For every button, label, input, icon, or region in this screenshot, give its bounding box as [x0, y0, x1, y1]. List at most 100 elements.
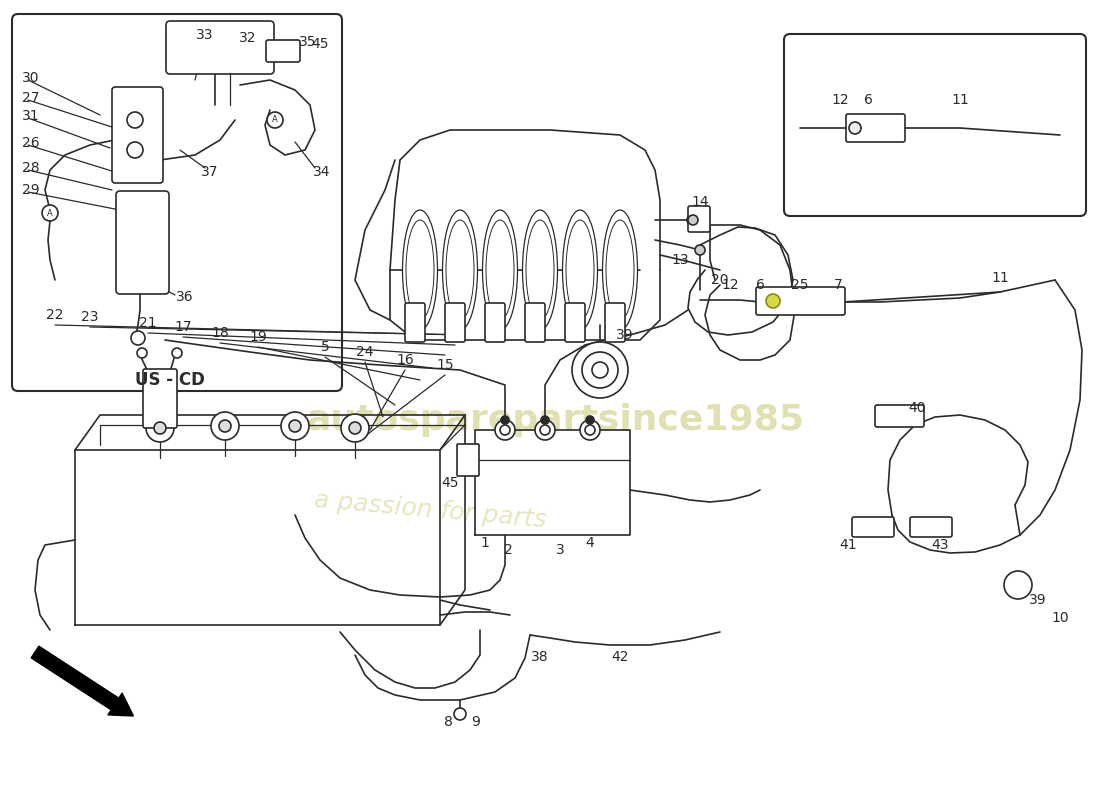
Circle shape: [849, 122, 861, 134]
FancyBboxPatch shape: [12, 14, 342, 391]
Circle shape: [582, 352, 618, 388]
Circle shape: [495, 420, 515, 440]
Text: 34: 34: [314, 165, 331, 179]
Circle shape: [586, 416, 594, 424]
Ellipse shape: [403, 210, 438, 330]
Text: 7: 7: [834, 278, 843, 292]
Circle shape: [349, 422, 361, 434]
Ellipse shape: [442, 210, 477, 330]
Text: 5: 5: [320, 340, 329, 354]
Circle shape: [138, 348, 147, 358]
Circle shape: [695, 245, 705, 255]
FancyBboxPatch shape: [112, 87, 163, 183]
Circle shape: [131, 331, 145, 345]
FancyBboxPatch shape: [852, 517, 894, 537]
Text: 17: 17: [174, 320, 191, 334]
Circle shape: [289, 420, 301, 432]
Text: 37: 37: [201, 165, 219, 179]
Text: 20: 20: [712, 273, 728, 287]
Text: 24: 24: [356, 345, 374, 359]
Circle shape: [500, 416, 509, 424]
FancyBboxPatch shape: [166, 21, 274, 74]
Circle shape: [280, 412, 309, 440]
Text: 38: 38: [531, 650, 549, 664]
Text: 16: 16: [396, 353, 414, 367]
Circle shape: [540, 425, 550, 435]
Circle shape: [585, 425, 595, 435]
Text: 27: 27: [22, 91, 40, 105]
FancyBboxPatch shape: [525, 303, 544, 342]
Text: 13: 13: [671, 253, 689, 267]
FancyBboxPatch shape: [874, 405, 924, 427]
Circle shape: [688, 215, 698, 225]
Text: 25: 25: [791, 278, 808, 292]
FancyBboxPatch shape: [565, 303, 585, 342]
Text: a passion for parts: a passion for parts: [312, 488, 547, 532]
Text: 45: 45: [441, 476, 459, 490]
FancyBboxPatch shape: [756, 287, 845, 315]
FancyBboxPatch shape: [456, 444, 478, 476]
Circle shape: [1004, 571, 1032, 599]
Circle shape: [172, 348, 182, 358]
Ellipse shape: [522, 210, 558, 330]
Text: 2: 2: [504, 543, 513, 557]
Circle shape: [541, 416, 549, 424]
Text: 41: 41: [839, 538, 857, 552]
FancyBboxPatch shape: [405, 303, 425, 342]
Text: 26: 26: [22, 136, 40, 150]
Text: 21: 21: [140, 316, 157, 330]
Text: 32: 32: [240, 31, 256, 45]
Text: 11: 11: [952, 93, 969, 107]
Text: 23: 23: [81, 310, 99, 324]
Ellipse shape: [446, 220, 474, 320]
Text: 29: 29: [22, 183, 40, 197]
Text: 3: 3: [556, 543, 564, 557]
Text: 39: 39: [1030, 593, 1047, 607]
Text: 4: 4: [585, 536, 594, 550]
Circle shape: [580, 420, 600, 440]
Circle shape: [688, 214, 698, 226]
Text: 42: 42: [612, 650, 629, 664]
Text: 43: 43: [932, 538, 948, 552]
Text: 18: 18: [211, 326, 229, 340]
Text: 15: 15: [437, 358, 454, 372]
Text: 39: 39: [616, 328, 634, 342]
FancyBboxPatch shape: [485, 303, 505, 342]
Text: 12: 12: [832, 93, 849, 107]
Circle shape: [267, 112, 283, 128]
Ellipse shape: [486, 220, 514, 320]
Circle shape: [592, 362, 608, 378]
Circle shape: [42, 205, 58, 221]
Text: 22: 22: [46, 308, 64, 322]
Text: 30: 30: [22, 71, 40, 85]
FancyBboxPatch shape: [605, 303, 625, 342]
FancyBboxPatch shape: [910, 517, 952, 537]
FancyBboxPatch shape: [784, 34, 1086, 216]
Text: 14: 14: [691, 195, 708, 209]
Circle shape: [146, 414, 174, 442]
Text: autosparepartsince1985: autosparepartsince1985: [306, 403, 804, 437]
FancyBboxPatch shape: [446, 303, 465, 342]
FancyBboxPatch shape: [266, 40, 300, 62]
Text: A: A: [272, 115, 278, 125]
Text: A: A: [47, 209, 53, 218]
Circle shape: [126, 142, 143, 158]
FancyBboxPatch shape: [846, 114, 905, 142]
Circle shape: [454, 708, 466, 720]
Text: 11: 11: [991, 271, 1009, 285]
FancyBboxPatch shape: [116, 191, 169, 294]
Text: 35: 35: [299, 35, 317, 49]
Ellipse shape: [603, 210, 638, 330]
Text: 9: 9: [472, 715, 481, 729]
Text: 6: 6: [756, 278, 764, 292]
Text: 1: 1: [481, 536, 490, 550]
Text: 28: 28: [22, 161, 40, 175]
Text: 6: 6: [864, 93, 872, 107]
Text: 45: 45: [311, 37, 329, 51]
Text: 33: 33: [196, 28, 213, 42]
Text: 19: 19: [249, 330, 267, 344]
Ellipse shape: [483, 210, 517, 330]
Ellipse shape: [406, 220, 434, 320]
Circle shape: [154, 422, 166, 434]
Text: 10: 10: [1052, 611, 1069, 625]
